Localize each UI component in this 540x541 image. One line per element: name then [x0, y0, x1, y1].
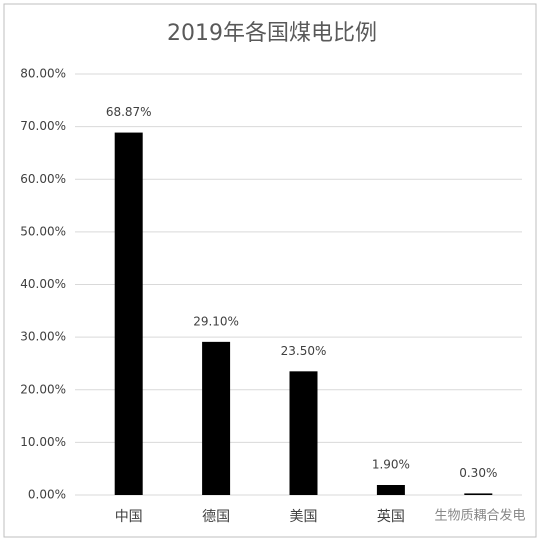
x-tick-label: 中国 [115, 509, 143, 525]
y-tick-label: 20.00% [20, 382, 66, 396]
y-tick-label: 30.00% [20, 330, 66, 344]
y-tick-label: 40.00% [20, 277, 66, 291]
bar [464, 493, 493, 495]
x-tick-label: 英国 [377, 508, 405, 525]
y-tick-label: 70.00% [20, 119, 66, 133]
y-tick-label: 60.00% [20, 172, 66, 186]
chart-title: 2019年各国煤电比例 [167, 21, 377, 46]
y-tick-label: 50.00% [20, 224, 66, 238]
y-tick-label: 0.00% [28, 488, 66, 502]
bar [289, 371, 318, 495]
y-tick-label: 10.00% [20, 435, 66, 449]
x-tick-label: 德国 [202, 509, 230, 525]
bar [202, 341, 231, 495]
watermark: 生物质耦合发电 [434, 508, 525, 524]
x-tick-label: 美国 [290, 509, 318, 525]
bar [114, 132, 143, 495]
data-label: 23.50% [281, 344, 327, 358]
data-label: 68.87% [106, 105, 152, 119]
data-label: 0.30% [459, 466, 497, 480]
y-tick-label: 80.00% [20, 67, 66, 81]
bar [376, 485, 405, 495]
data-label: 29.10% [193, 314, 239, 328]
chart-border [3, 3, 537, 538]
data-label: 1.90% [372, 458, 410, 472]
